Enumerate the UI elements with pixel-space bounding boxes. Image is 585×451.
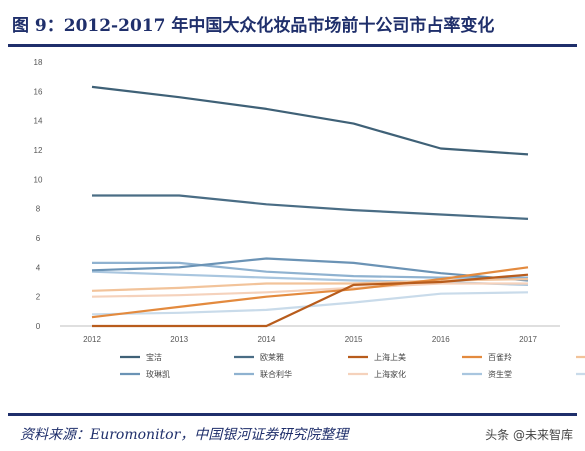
source-note: 资料来源：Euromonitor，中国银河证券研究院整理 <box>20 427 349 443</box>
figure-title: 图 9：2012-2017 年中国大众化妆品市场前十公司市占率变化 <box>12 15 495 36</box>
y-tick-label: 12 <box>34 146 43 155</box>
x-tick-label: 2014 <box>258 335 276 344</box>
series-line <box>91 266 529 319</box>
x-tick-label: 2012 <box>83 335 101 344</box>
series-line <box>91 282 528 298</box>
legend-label: 百雀羚 <box>488 352 512 362</box>
x-tick-label: 2017 <box>519 335 537 344</box>
watermark: 头条 @未来智库 <box>485 428 573 442</box>
y-tick-label: 6 <box>36 234 41 243</box>
y-tick-label: 4 <box>36 263 41 272</box>
series-line <box>91 257 529 282</box>
line-chart: 0 2 4 6 8 10 12 14 16 18 2012 2013 2014 2015 2016 2017 宝… <box>34 58 585 379</box>
y-tick-label: 8 <box>36 205 41 214</box>
legend-label: 玫琳凯 <box>146 369 170 379</box>
x-tick-label: 2016 <box>432 335 450 344</box>
series-line <box>91 85 529 156</box>
x-tick-label: 2013 <box>170 335 188 344</box>
legend-label: 联合利华 <box>260 369 292 379</box>
title-bar: 图 9：2012-2017 年中国大众化妆品市场前十公司市占率变化 <box>0 0 585 46</box>
legend-label: 欧莱雅 <box>260 352 284 362</box>
y-tick-label: 18 <box>34 58 43 67</box>
x-tick-label: 2015 <box>345 335 363 344</box>
legend-label: 上海上美 <box>374 352 406 362</box>
y-tick-label: 10 <box>34 175 43 184</box>
legend-label: 宝洁 <box>146 352 162 362</box>
y-tick-label: 2 <box>36 293 41 302</box>
y-tick-label: 0 <box>36 322 41 331</box>
legend-label: 上海家化 <box>374 369 406 379</box>
bottom-rule <box>8 413 577 416</box>
series-line <box>92 194 529 220</box>
series-line <box>92 273 529 328</box>
y-tick-label: 16 <box>34 87 43 96</box>
top-rule <box>8 44 577 47</box>
legend-label: 资生堂 <box>488 369 512 379</box>
y-tick-label: 14 <box>34 117 43 126</box>
